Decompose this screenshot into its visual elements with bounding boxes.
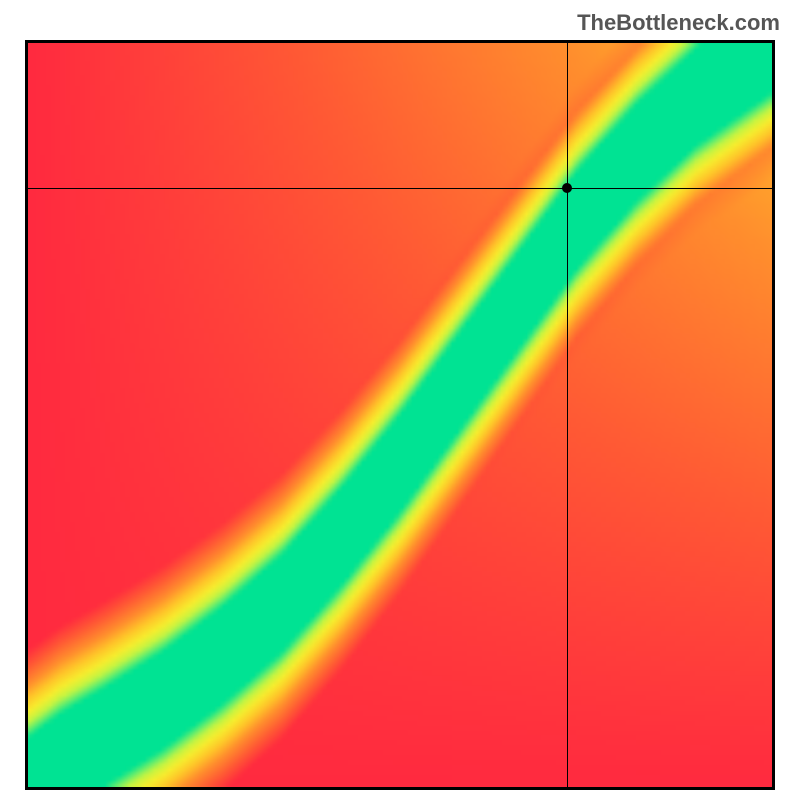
crosshair-vertical bbox=[567, 43, 568, 787]
bottleneck-plot-frame bbox=[25, 40, 775, 790]
bottleneck-heatmap bbox=[28, 43, 772, 787]
watermark-text: TheBottleneck.com bbox=[577, 10, 780, 36]
selection-marker-dot bbox=[562, 183, 572, 193]
crosshair-horizontal bbox=[28, 188, 772, 189]
